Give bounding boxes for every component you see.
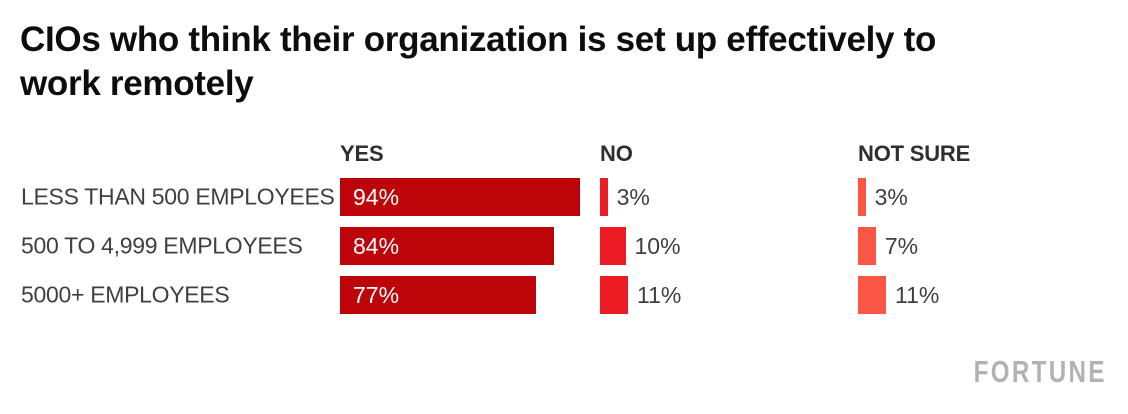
chart-title: CIOs who think their organization is set… [20, 20, 937, 103]
value-label-not-sure: 3% [874, 183, 908, 210]
bar-no [600, 178, 608, 216]
column-header-yes: YES [340, 141, 384, 166]
value-label-no: 11% [637, 281, 682, 308]
value-label-yes: 84% [353, 232, 400, 259]
bar-yes: 94% [340, 178, 580, 216]
chart-rows: LESS THAN 500 EMPLOYEES 94% 3% 3% 500 TO 4,9… [0, 178, 1128, 325]
cell-no: 11% [600, 276, 681, 314]
value-label-yes: 94% [353, 183, 400, 210]
cell-no: 10% [600, 227, 681, 265]
value-label-no: 3% [616, 183, 650, 210]
chart-row: 500 TO 4,999 EMPLOYEES 84% 10% 7% [0, 227, 1128, 265]
chart-row: 5000+ EMPLOYEES 77% 11% 11% [0, 276, 1128, 314]
cell-not-sure: 7% [858, 227, 918, 265]
column-header-not-sure: NOT SURE [858, 141, 971, 166]
row-label: LESS THAN 500 EMPLOYEES [21, 183, 335, 210]
cell-not-sure: 3% [858, 178, 908, 216]
bar-not-sure [858, 276, 887, 314]
bar-not-sure [858, 178, 866, 216]
cell-yes: 94% [340, 178, 580, 216]
value-label-not-sure: 11% [895, 281, 940, 308]
value-label-not-sure: 7% [884, 232, 919, 259]
column-header-no: NO [600, 141, 633, 166]
bar-yes: 84% [340, 227, 555, 265]
cell-not-sure: 11% [858, 276, 939, 314]
row-label: 5000+ EMPLOYEES [21, 281, 230, 308]
value-label-no: 10% [634, 232, 681, 259]
value-label-yes: 77% [353, 281, 400, 308]
fortune-logo: FORTUNE [973, 354, 1107, 389]
chart-row: LESS THAN 500 EMPLOYEES 94% 3% 3% [0, 178, 1128, 216]
bar-yes: 77% [340, 276, 537, 314]
cell-yes: 77% [340, 276, 537, 314]
cell-yes: 84% [340, 227, 555, 265]
bar-not-sure [858, 227, 876, 265]
row-label: 500 TO 4,999 EMPLOYEES [21, 232, 303, 259]
bar-no [600, 227, 626, 265]
bar-no [600, 276, 629, 314]
cell-no: 3% [600, 178, 650, 216]
